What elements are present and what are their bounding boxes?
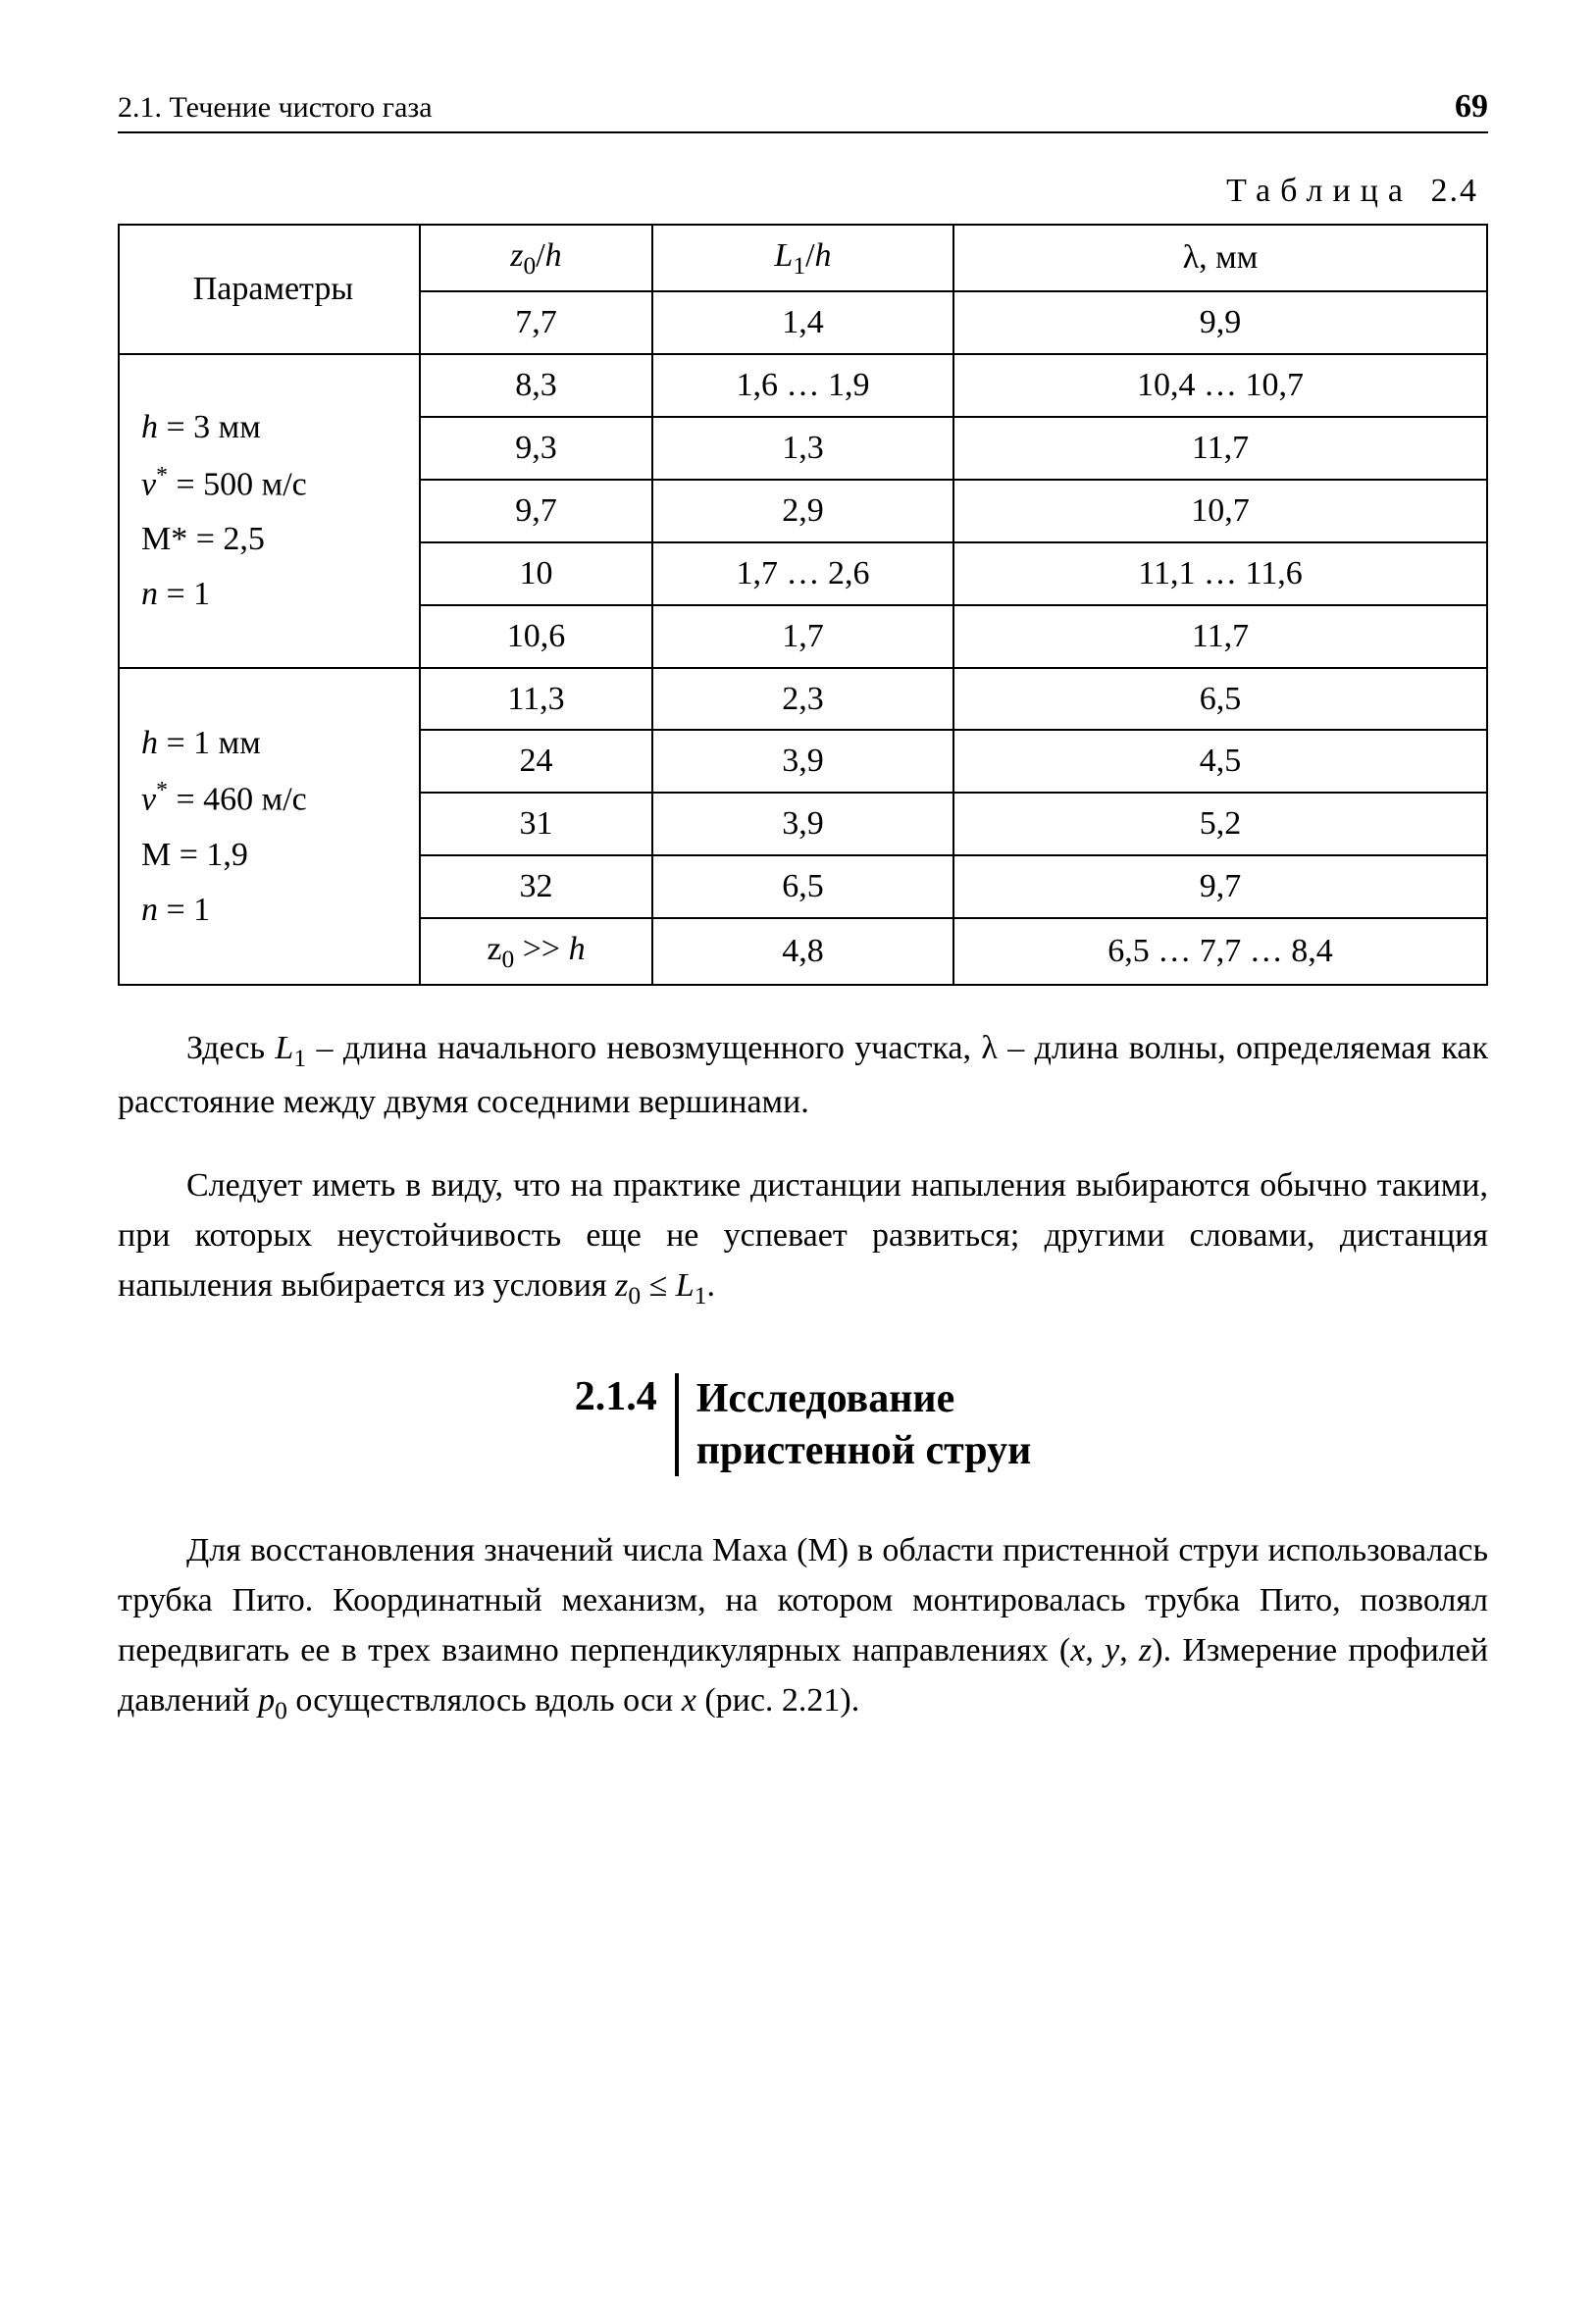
table-row: h = 3 мм v* = 500 м/с M* = 2,5 n = 1 8,3… [119,354,1487,417]
table-cell: 1,3 [652,417,953,480]
table-cell: 11,1 … 11,6 [953,542,1487,605]
table-row: Параметры z0/h L1/h λ, мм [119,225,1487,291]
body-text: Для восстановления значений числа Маха (… [118,1525,1488,1729]
paragraph: Здесь L1 – длина начального невозмущенно… [118,1023,1488,1127]
table-cell: 3,9 [652,730,953,793]
table-cell: 2,3 [652,668,953,731]
section-number: 2.1.4 [575,1373,675,1476]
paragraph: Следует иметь в виду, что на практике ди… [118,1160,1488,1314]
table-cell: 2,9 [652,480,953,542]
paragraph: Для восстановления значений числа Маха (… [118,1525,1488,1729]
table-cell: 9,9 [953,291,1487,354]
table-cell: 1,7 [652,605,953,668]
table-cell: 3,9 [652,793,953,855]
table-cell: 32 [420,855,652,918]
col-header: L1/h [652,225,953,291]
param-cell: h = 3 мм v* = 500 м/с M* = 2,5 n = 1 [119,354,420,667]
table-cell: 1,4 [652,291,953,354]
table-cell: 11,7 [953,605,1487,668]
table-caption: Таблица 2.4 [118,173,1488,210]
table-cell: 24 [420,730,652,793]
data-table: Параметры z0/h L1/h λ, мм 7,7 1,4 9,9 h … [118,224,1488,986]
body-text: Здесь L1 – длина начального невозмущенно… [118,1023,1488,1314]
table-cell: 9,7 [953,855,1487,918]
table-cell: 10,6 [420,605,652,668]
table-cell: 10,4 … 10,7 [953,354,1487,417]
table-cell: 7,7 [420,291,652,354]
table-caption-word: Таблица [1226,173,1413,209]
table-cell: 10,7 [953,480,1487,542]
table-cell: 1,7 … 2,6 [652,542,953,605]
table-cell: 11,7 [953,417,1487,480]
table-cell: 9,3 [420,417,652,480]
table-cell: 1,6 … 1,9 [652,354,953,417]
page-number: 69 [1455,88,1488,126]
page-header: 2.1. Течение чистого газа 69 [118,88,1488,133]
section-title-line: пристенной струи [696,1428,1032,1473]
table-cell: 4,5 [953,730,1487,793]
param-header-cell: Параметры [119,225,420,354]
section-title-line: Исследование [696,1376,955,1421]
page: 2.1. Течение чистого газа 69 Таблица 2.4… [0,0,1596,2310]
running-head: 2.1. Течение чистого газа [118,91,433,125]
table-cell: z0 >> h [420,918,652,985]
table-row: h = 1 мм v* = 460 м/с M = 1,9 n = 1 11,3… [119,668,1487,731]
table-cell: 31 [420,793,652,855]
table-cell: 8,3 [420,354,652,417]
section-heading: 2.1.4 Исследование пристенной струи [118,1373,1488,1476]
table-cell: 4,8 [652,918,953,985]
col-header: z0/h [420,225,652,291]
col-header: λ, мм [953,225,1487,291]
table-cell: 6,5 [652,855,953,918]
table-cell: 11,3 [420,668,652,731]
table-caption-number: 2.4 [1431,173,1479,209]
section-title: Исследование пристенной струи [679,1373,1032,1476]
table-cell: 5,2 [953,793,1487,855]
table-cell: 6,5 [953,668,1487,731]
section-heading-inner: 2.1.4 Исследование пристенной струи [575,1373,1032,1476]
param-header-label: Параметры [141,267,405,312]
table-cell: 9,7 [420,480,652,542]
param-cell: h = 1 мм v* = 460 м/с M = 1,9 n = 1 [119,668,420,986]
table-cell: 10 [420,542,652,605]
table-cell: 6,5 … 7,7 … 8,4 [953,918,1487,985]
